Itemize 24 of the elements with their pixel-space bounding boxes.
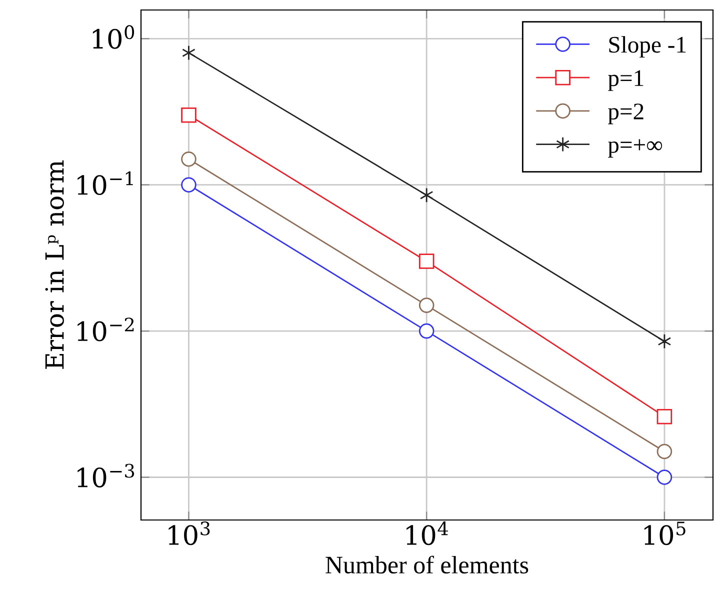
point — [182, 45, 196, 60]
point — [418, 298, 434, 313]
point — [656, 470, 672, 485]
y-tick-label: 10$^{−3}$ — [78, 464, 134, 488]
y-tick-label: 10$^{−2}$ — [78, 318, 134, 342]
legend-label: p=2 — [608, 104, 644, 124]
x-tick-label: 10$^{3}$ — [168, 521, 210, 546]
point — [418, 323, 434, 339]
y-tick-label: 10$^{−1}$ — [78, 171, 133, 196]
legend-label: p=+∞ — [608, 139, 662, 158]
legend-label: p=1 — [608, 70, 644, 91]
point — [418, 254, 434, 269]
x-tick-label: 10$^{4}$ — [406, 521, 448, 546]
point — [181, 151, 196, 167]
point — [656, 444, 672, 460]
x-tick-label: 10$^{5}$ — [644, 522, 686, 546]
x-axis-title: Number of elements — [326, 556, 528, 574]
y-axis-title: Error in Lᵖ norm — [45, 160, 64, 369]
y-tick-label: 10$^{0}$ — [92, 25, 134, 49]
point — [181, 177, 196, 192]
point — [420, 188, 434, 203]
point — [181, 107, 196, 123]
point — [656, 408, 672, 424]
legend-label: Slope -1 — [609, 36, 686, 58]
